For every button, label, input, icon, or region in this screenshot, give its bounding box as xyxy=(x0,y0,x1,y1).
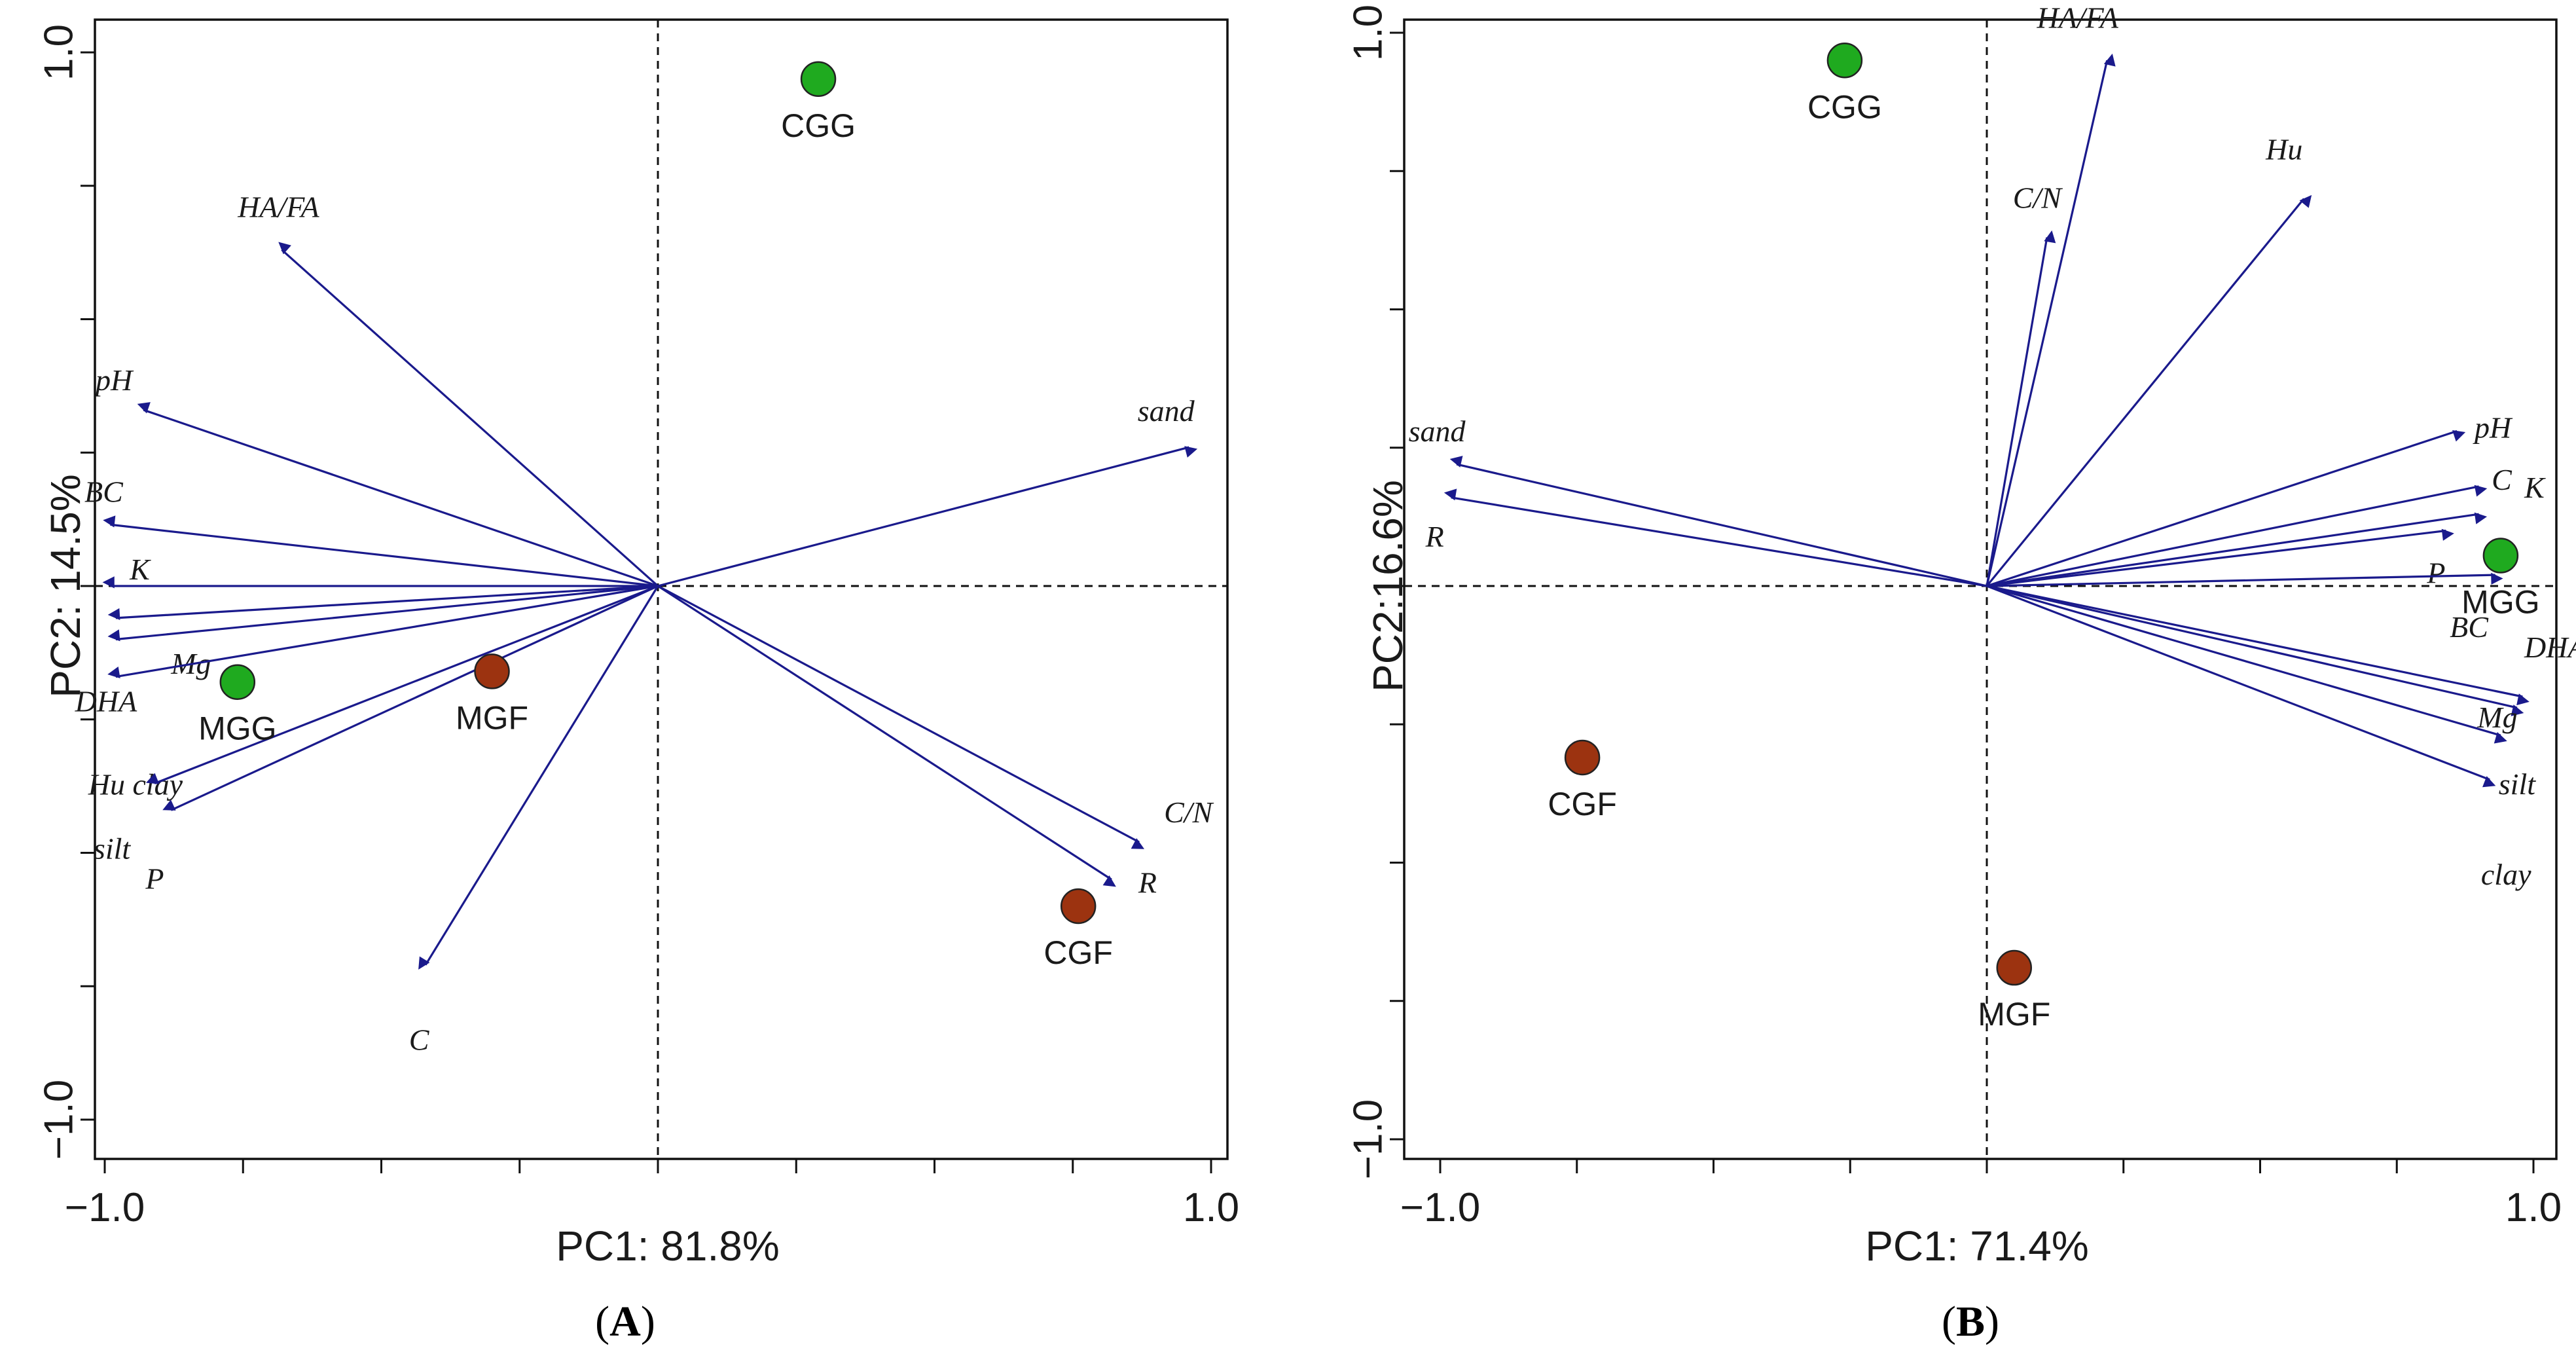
loading-label-p: P xyxy=(2426,557,2445,590)
loading-label-ph: pH xyxy=(2473,411,2513,444)
loading-arrow-p xyxy=(1986,528,2454,587)
loading-label-dha: DHA xyxy=(2524,631,2576,664)
panel-label: (B) xyxy=(1942,1298,1999,1346)
panel-label-open: ( xyxy=(1942,1298,1956,1346)
site-label-cgf: CGF xyxy=(1548,786,1617,822)
x-tick-label: 1.0 xyxy=(2505,1185,2562,1230)
loading-arrow-p xyxy=(162,585,659,811)
x-axis-title: PC1: 71.4% xyxy=(1865,1222,2089,1270)
loading-label-r: R xyxy=(1138,866,1157,899)
loading-label-c-n: C/N xyxy=(2013,181,2063,215)
loading-arrow-silt xyxy=(145,585,659,785)
loading-arrow-bc xyxy=(103,515,659,587)
loading-label-c-n: C/N xyxy=(1164,796,1214,829)
site-label-mgg: MGG xyxy=(2461,584,2539,621)
loading-arrow-bc xyxy=(1986,572,2503,587)
y-tick-label: −1.0 xyxy=(37,1080,82,1160)
loading-label-dha: DHA xyxy=(75,685,137,718)
loading-label-hu-clay: Hu clay xyxy=(88,768,183,801)
y-axis-title: PC2: 14.5% xyxy=(42,474,89,698)
site-point-cgg xyxy=(800,61,837,97)
loading-arrow-sand xyxy=(1449,456,1987,587)
site-point-cgf xyxy=(1564,739,1601,776)
site-label-mgg: MGG xyxy=(198,710,276,747)
loading-label-bc: BC xyxy=(84,475,124,508)
loading-arrow-c-n xyxy=(657,585,1145,849)
site-point-mgg xyxy=(219,664,256,700)
loading-arrow-ha-fa xyxy=(1986,53,2116,587)
loading-arrow-r xyxy=(1443,488,1987,587)
loading-label-silt: silt xyxy=(2499,767,2536,801)
loading-arrow-ha-fa xyxy=(278,242,659,587)
site-point-mgg xyxy=(2482,538,2519,574)
loading-label-sand: sand xyxy=(1409,414,1466,448)
panel-label-open: ( xyxy=(595,1298,609,1346)
loading-label-ha-fa: HA/FA xyxy=(2037,1,2119,34)
loading-label-k: K xyxy=(2524,471,2546,504)
loading-label-ph: pH xyxy=(94,363,134,397)
loading-arrow-dha xyxy=(1986,585,2530,706)
plot-frame xyxy=(94,18,1229,1160)
loading-arrow-c xyxy=(418,585,659,970)
loading-arrow-c xyxy=(1986,485,2488,587)
site-point-mgf xyxy=(1996,949,2032,986)
y-axis-title: PC2:16.6% xyxy=(1364,480,1411,692)
site-point-cgf xyxy=(1060,888,1097,925)
loading-arrow-mg xyxy=(107,585,659,621)
site-point-mgf xyxy=(474,653,510,689)
loading-label-hu: Hu xyxy=(2265,133,2302,166)
panel-label-close: ) xyxy=(641,1298,655,1346)
loading-label-silt: silt xyxy=(94,832,131,866)
loading-label-ha-fa: HA/FA xyxy=(237,191,319,224)
x-tick-label: 1.0 xyxy=(1183,1185,1239,1230)
x-tick-label: −1.0 xyxy=(1400,1185,1480,1230)
site-label-cgg: CGG xyxy=(1807,88,1882,125)
panel-label-letter: B xyxy=(1956,1298,1985,1346)
x-axis-title: PC1: 81.8% xyxy=(556,1222,780,1270)
panel-label-letter: A xyxy=(609,1298,641,1346)
loading-arrow-sand xyxy=(657,446,1198,587)
loading-label-k: K xyxy=(129,553,151,586)
loading-arrow-hu xyxy=(1986,194,2312,587)
loading-label-clay: clay xyxy=(2481,858,2531,891)
site-label-mgf: MGF xyxy=(1978,996,2050,1033)
loading-arrow-r xyxy=(657,585,1116,887)
site-label-cgf: CGF xyxy=(1043,934,1113,971)
loading-arrow-c-n xyxy=(1986,230,2056,587)
y-tick-label: 1.0 xyxy=(37,24,82,81)
biplot-panel-b: −1.0 1.0 −1.0 1.0 PC1: 71.4% PC2:16.6% HA/FA Hu… xyxy=(1346,1,2576,1346)
loading-label-c: C xyxy=(2492,463,2513,496)
loading-label-bc: BC xyxy=(2450,610,2489,644)
loading-label-sand: sand xyxy=(1138,394,1195,428)
panel-label-close: ) xyxy=(1985,1298,1999,1346)
y-tick-label: 1.0 xyxy=(1346,5,1391,61)
panel-label: (A) xyxy=(595,1298,655,1346)
loading-arrow-mg xyxy=(1986,585,2524,716)
site-label-mgf: MGF xyxy=(456,699,528,736)
loading-arrow-ph xyxy=(137,402,659,587)
loading-arrow-clay xyxy=(1986,585,2496,788)
loading-arrow-ph xyxy=(1986,430,2466,587)
biplot-panel-a: −1.0 1.0 −1.0 1.0 PC1: 81.8% PC2: 14.5% HA/FA p… xyxy=(37,18,1239,1346)
loading-arrow-k xyxy=(1986,512,2488,587)
loading-label-r: R xyxy=(1425,520,1444,553)
site-label-cgg: CGG xyxy=(781,107,856,144)
site-point-cgg xyxy=(1826,43,1863,79)
y-tick-label: −1.0 xyxy=(1346,1099,1391,1179)
loading-label-c: C xyxy=(409,1023,430,1057)
x-tick-label: −1.0 xyxy=(65,1185,145,1230)
plot-frame xyxy=(1403,18,2558,1160)
loading-arrow-dha xyxy=(107,585,659,642)
loading-arrow-silt xyxy=(1986,585,2507,744)
loading-arrow-hu-clay xyxy=(107,585,659,678)
loading-label-p: P xyxy=(145,862,164,895)
loading-label-mg: Mg xyxy=(2476,701,2517,734)
